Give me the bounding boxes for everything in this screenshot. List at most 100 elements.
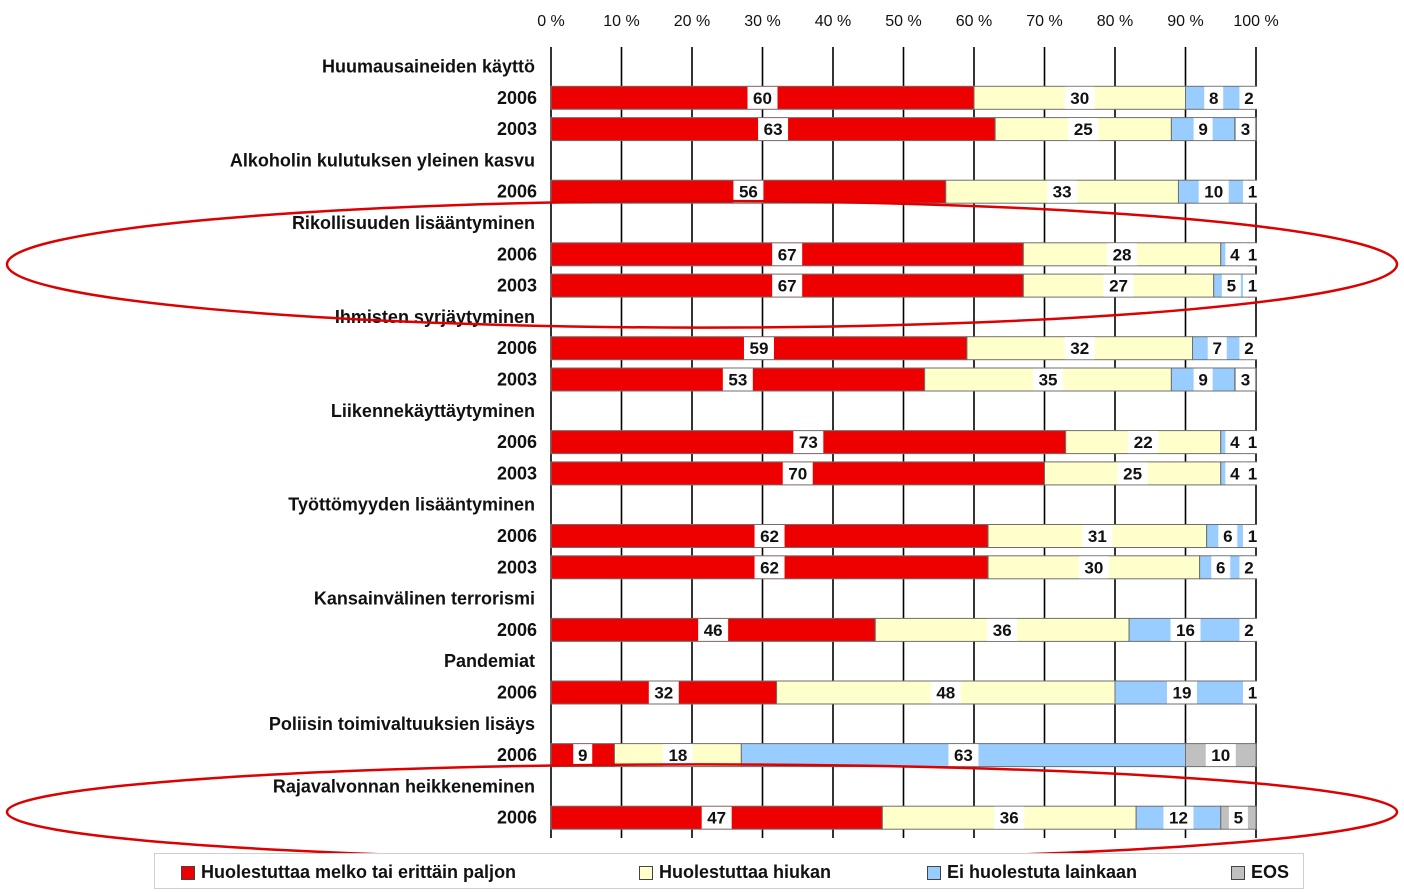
value-label: 48 — [936, 684, 955, 703]
year-label: 2006 — [497, 338, 537, 358]
x-tick-label: 80 % — [1097, 13, 1133, 30]
value-label: 10 — [1211, 746, 1230, 765]
value-label-background — [1242, 274, 1262, 297]
value-label: 25 — [1074, 120, 1093, 139]
value-label-background — [1225, 462, 1245, 485]
year-label: 2006 — [497, 526, 537, 546]
value-label-background — [1082, 525, 1113, 547]
value-label-background — [1193, 118, 1213, 141]
value-label: 16 — [1176, 621, 1195, 640]
value-label: 22 — [1134, 433, 1153, 452]
value-label: 59 — [750, 339, 769, 358]
year-label: 2003 — [497, 276, 537, 296]
highlight-ellipse — [5, 199, 1399, 329]
value-label-background — [701, 806, 732, 829]
year-label: 2006 — [497, 745, 537, 765]
value-label-background — [1170, 618, 1201, 641]
value-label-background — [1128, 431, 1159, 454]
value-label-background — [1235, 118, 1255, 141]
value-label-background — [772, 243, 803, 266]
value-label: 5 — [1234, 809, 1243, 828]
value-label: 70 — [788, 464, 807, 483]
value-label: 1 — [1248, 527, 1257, 546]
legend-label: Ei huolestuta lainkaan — [947, 862, 1138, 882]
value-label-background — [1211, 556, 1231, 579]
legend-label: Huolestuttaa hiukan — [659, 862, 832, 882]
value-label-background — [1103, 274, 1134, 297]
group-label: Huumausaineiden käyttö — [322, 57, 535, 77]
group-label: Rajavalvonnan heikkeneminen — [273, 776, 535, 796]
value-label: 8 — [1209, 89, 1218, 108]
value-label: 31 — [1088, 527, 1107, 546]
value-label-background — [747, 86, 778, 109]
value-label: 62 — [760, 558, 779, 577]
value-label: 27 — [1109, 277, 1128, 296]
value-label-background — [698, 618, 729, 641]
value-label-background — [1221, 274, 1241, 297]
value-label: 63 — [954, 746, 973, 765]
value-label-background — [733, 180, 764, 203]
value-label-background — [1239, 556, 1259, 579]
group-label: Pandemiat — [444, 651, 535, 671]
x-tick-label: 40 % — [815, 13, 851, 30]
x-tick-label: 50 % — [885, 13, 921, 30]
value-label: 4 — [1230, 433, 1240, 452]
year-label: 2006 — [497, 88, 537, 108]
value-label-background — [754, 556, 785, 579]
value-label: 73 — [799, 433, 818, 452]
x-tick-label: 10 % — [603, 13, 639, 30]
group-label: Alkoholin kulutuksen yleinen kasvu — [230, 150, 535, 170]
year-label: 2003 — [497, 370, 537, 390]
value-label: 1 — [1248, 433, 1257, 452]
x-tick-label: 30 % — [744, 13, 780, 30]
group-label: Työttömyyden lisääntyminen — [288, 495, 535, 515]
legend-label: Huolestuttaa melko tai erittäin paljon — [201, 862, 517, 882]
value-label-background — [758, 118, 789, 141]
value-label-background — [1163, 806, 1194, 829]
value-label: 1 — [1248, 277, 1257, 296]
legend-swatch-blue — [927, 865, 941, 880]
value-label-background — [994, 806, 1025, 829]
value-label-background — [743, 337, 774, 360]
value-label: 3 — [1241, 371, 1250, 390]
value-label: 28 — [1113, 245, 1132, 264]
x-tick-label: 100 % — [1233, 13, 1278, 30]
year-label: 2006 — [497, 182, 537, 202]
year-label: 2006 — [497, 620, 537, 640]
x-tick-label: 60 % — [956, 13, 992, 30]
value-label: 2 — [1244, 89, 1253, 108]
x-tick-label: 20 % — [674, 13, 710, 30]
legend-label: EOS — [1251, 862, 1290, 882]
value-label: 30 — [1070, 89, 1089, 108]
value-label: 2 — [1244, 621, 1253, 640]
category-labels: Huumausaineiden käyttö 2006 2003 Alkoholin … — [230, 57, 537, 828]
value-label: 25 — [1123, 464, 1142, 483]
group-label: Rikollisuuden lisääntyminen — [292, 213, 535, 233]
value-label: 6 — [1223, 527, 1232, 546]
value-label: 6 — [1216, 558, 1225, 577]
value-label-background — [1239, 86, 1259, 109]
value-label-background — [1242, 462, 1262, 485]
legend-swatch-red — [181, 865, 195, 880]
year-label: 2003 — [497, 463, 537, 483]
value-label-background — [1198, 180, 1229, 203]
value-labels: 60 30 8 263 25 9 356 33 10 167 28 4 167 27 5 159 32 7 253 3… — [573, 86, 1262, 829]
value-label: 36 — [1000, 809, 1019, 828]
value-label: 36 — [993, 621, 1012, 640]
value-label-background — [1107, 243, 1138, 266]
value-label-background — [1239, 618, 1259, 641]
value-label: 1 — [1248, 684, 1257, 703]
value-label: 35 — [1039, 371, 1058, 390]
value-label-background — [1242, 243, 1262, 266]
value-label: 1 — [1248, 183, 1257, 202]
value-label: 19 — [1173, 684, 1192, 703]
value-label: 53 — [728, 371, 747, 390]
value-label-background — [1033, 368, 1064, 391]
x-axis-ticks: 0 % 10 % 20 % 30 % 40 % 50 % 60 % 70 % 80 % 90 % 1… — [537, 13, 1278, 30]
legend-item-series-2: Huolestuttaa hiukan — [639, 862, 831, 883]
value-label-background — [1207, 337, 1227, 360]
value-label: 32 — [1070, 339, 1089, 358]
value-label-background — [1242, 681, 1262, 704]
value-label: 4 — [1230, 464, 1240, 483]
